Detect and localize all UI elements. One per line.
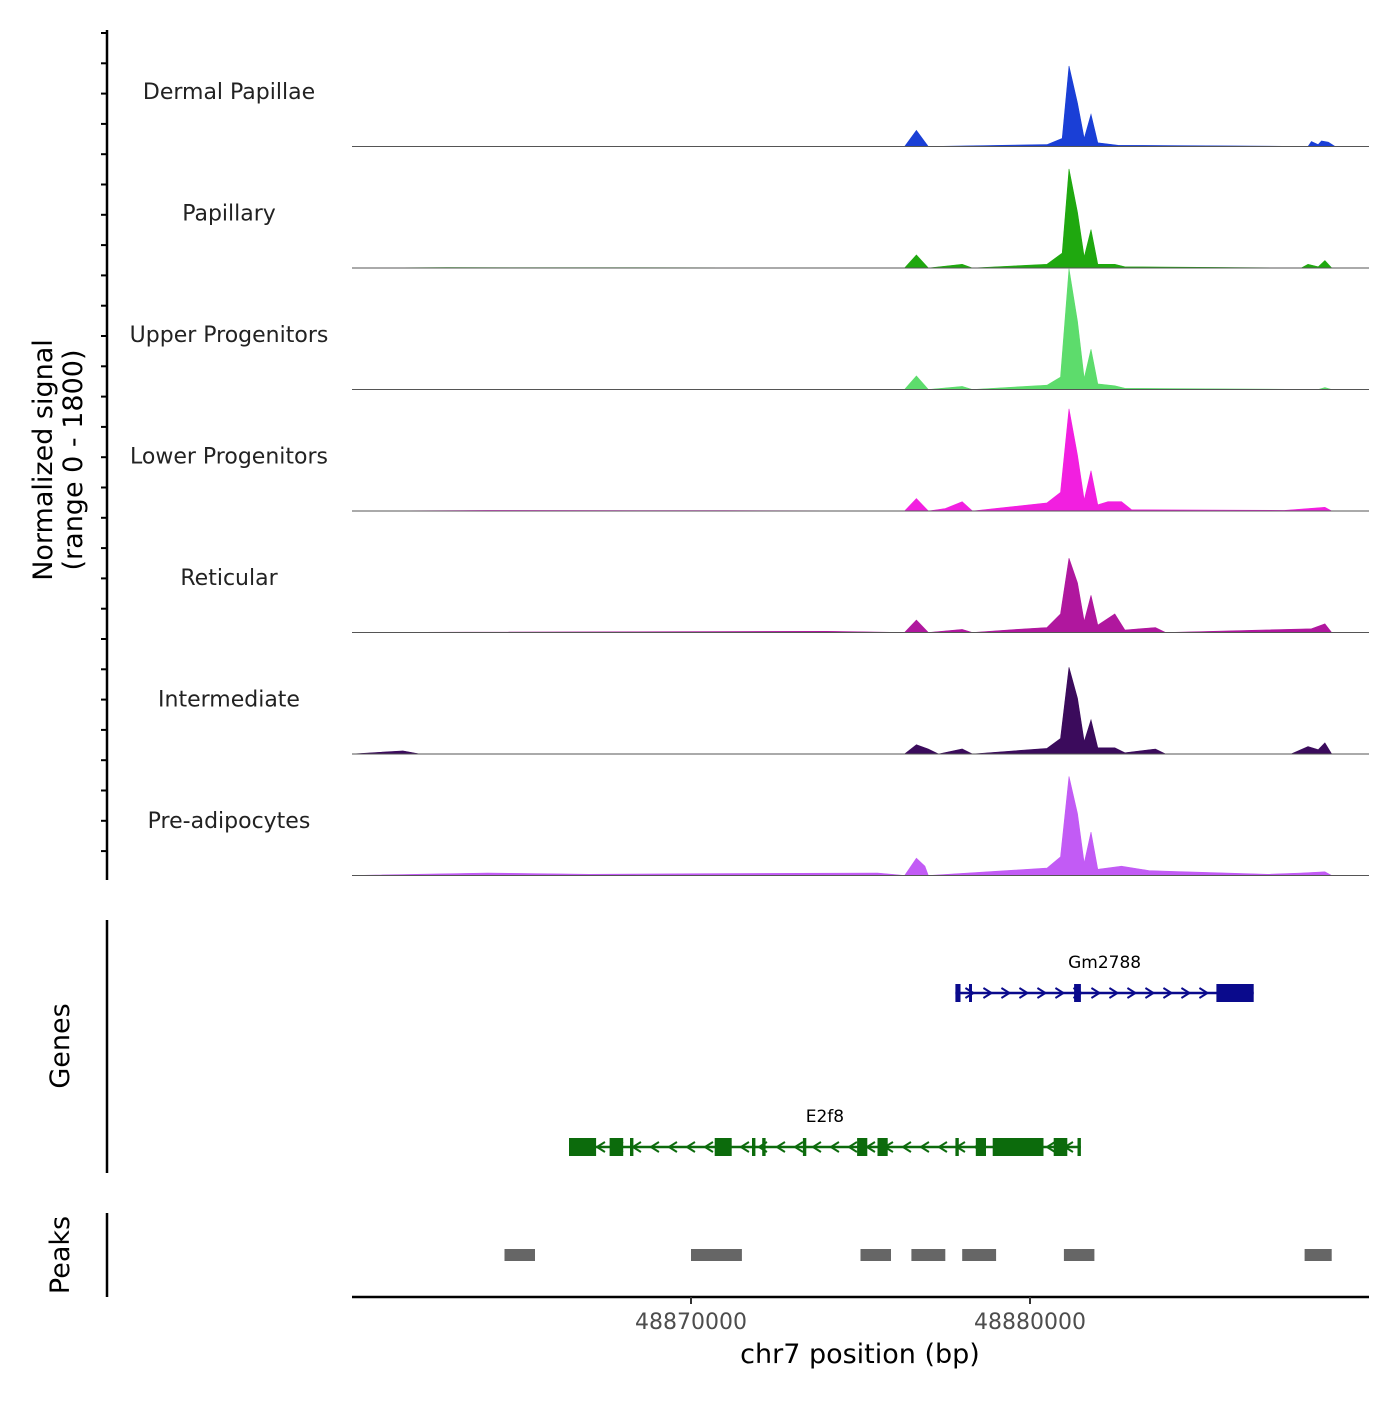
signal-area-upper-progenitors bbox=[352, 268, 1369, 390]
strand-arrow bbox=[1180, 987, 1192, 999]
strand-arrow bbox=[811, 1141, 822, 1153]
signal-ylabel-line2: (range 0 - 1800) bbox=[58, 350, 89, 571]
gene-e2f8: E2f8 bbox=[569, 1107, 1081, 1156]
strand-arrow bbox=[1108, 987, 1120, 999]
track-lower-progenitors: Lower Progenitors bbox=[130, 408, 1369, 512]
strand-arrow bbox=[649, 1141, 660, 1153]
gene-exon bbox=[1077, 1138, 1081, 1156]
gene-exon bbox=[609, 1138, 624, 1156]
signal-area-pre-adipocytes bbox=[351, 776, 1369, 876]
gene-exon bbox=[1053, 1138, 1068, 1156]
strand-arrow bbox=[919, 1141, 930, 1153]
peak-regions bbox=[504, 1249, 1332, 1261]
gene-exon bbox=[857, 1138, 868, 1156]
strand-arrow bbox=[595, 1141, 606, 1153]
x-tick-label: 48870000 bbox=[635, 1310, 747, 1335]
x-ticks: 48870000 48880000 bbox=[635, 1297, 1086, 1335]
gene-exon bbox=[714, 1138, 732, 1156]
peak-region bbox=[1063, 1249, 1095, 1261]
gene-label: E2f8 bbox=[806, 1107, 844, 1127]
strand-arrow bbox=[1018, 987, 1030, 999]
signal-ylabel-line1: Normalized signal bbox=[28, 339, 59, 581]
gene-exon bbox=[1216, 984, 1254, 1002]
strand-arrow bbox=[667, 1141, 678, 1153]
strand-arrow bbox=[901, 1141, 912, 1153]
gene-label: Gm2788 bbox=[1068, 953, 1141, 973]
strand-arrow bbox=[1090, 987, 1102, 999]
track-reticular: Reticular bbox=[180, 558, 1369, 633]
track-label: Upper Progenitors bbox=[130, 323, 329, 348]
gene-exon bbox=[877, 1138, 888, 1156]
strand-arrow bbox=[1198, 987, 1210, 999]
track-label: Dermal Papillae bbox=[143, 80, 315, 105]
gene-exon bbox=[1074, 984, 1081, 1002]
track-intermediate: Intermediate bbox=[158, 667, 1369, 755]
gene-exon bbox=[762, 1138, 766, 1156]
track-dermal-papillae: Dermal Papillae bbox=[143, 65, 1369, 147]
strand-arrow bbox=[982, 987, 994, 999]
gene-annotations: Gm2788 E2f8 bbox=[569, 953, 1254, 1156]
strand-arrow bbox=[1162, 987, 1174, 999]
gene-exon bbox=[975, 1138, 986, 1156]
peak-region bbox=[504, 1249, 535, 1261]
track-pre-adipocytes: Pre-adipocytes bbox=[148, 776, 1369, 876]
strand-arrow bbox=[937, 1141, 948, 1153]
gene-exon bbox=[992, 1138, 1044, 1156]
genes-ylabel: Genes bbox=[45, 1003, 76, 1088]
track-label: Intermediate bbox=[158, 688, 300, 713]
signal-area-intermediate bbox=[351, 667, 1369, 755]
gene-exon bbox=[752, 1138, 756, 1156]
track-label: Papillary bbox=[182, 202, 276, 227]
strand-arrow bbox=[1054, 987, 1066, 999]
strand-arrow bbox=[1144, 987, 1156, 999]
x-tick-label: 48880000 bbox=[974, 1310, 1086, 1335]
strand-arrow bbox=[829, 1141, 840, 1153]
gene-exon bbox=[569, 1138, 597, 1156]
track-label: Reticular bbox=[180, 566, 278, 591]
strand-arrow bbox=[847, 1141, 858, 1153]
strand-arrow bbox=[1126, 987, 1138, 999]
track-papillary: Papillary bbox=[182, 168, 1369, 269]
strand-arrow bbox=[685, 1141, 696, 1153]
gene-exon bbox=[955, 984, 961, 1002]
strand-arrow bbox=[1036, 987, 1048, 999]
track-upper-progenitors: Upper Progenitors bbox=[130, 268, 1369, 390]
strand-arrow bbox=[964, 987, 976, 999]
peak-region bbox=[1304, 1249, 1332, 1261]
track-label: Lower Progenitors bbox=[130, 445, 328, 470]
signal-area-papillary bbox=[351, 168, 1369, 269]
strand-arrow bbox=[1000, 987, 1012, 999]
strand-arrow bbox=[703, 1141, 714, 1153]
gene-exon bbox=[955, 1138, 959, 1156]
peak-region bbox=[691, 1249, 742, 1261]
signal-tracks: Dermal Papillae Papillary Upper Progenitor… bbox=[130, 65, 1369, 876]
strand-arrow bbox=[739, 1141, 750, 1153]
gene-exon bbox=[969, 984, 972, 1002]
signal-area-reticular bbox=[351, 558, 1369, 633]
track-label: Pre-adipocytes bbox=[148, 809, 311, 834]
gene-gm2788: Gm2788 bbox=[955, 953, 1254, 1002]
signal-area-dermal-papillae bbox=[351, 65, 1369, 147]
strand-arrow bbox=[793, 1141, 804, 1153]
peaks-ylabel: Peaks bbox=[45, 1216, 76, 1294]
gene-exon bbox=[802, 1138, 807, 1156]
signal-area-lower-progenitors bbox=[351, 408, 1369, 512]
x-axis-title: chr7 position (bp) bbox=[740, 1339, 980, 1370]
peak-region bbox=[911, 1249, 946, 1261]
strand-arrow bbox=[1045, 1141, 1056, 1153]
peak-region bbox=[962, 1249, 997, 1261]
gene-exon bbox=[630, 1138, 634, 1156]
strand-arrow bbox=[775, 1141, 786, 1153]
signal-y-ticks bbox=[101, 32, 107, 853]
peak-region bbox=[860, 1249, 891, 1261]
